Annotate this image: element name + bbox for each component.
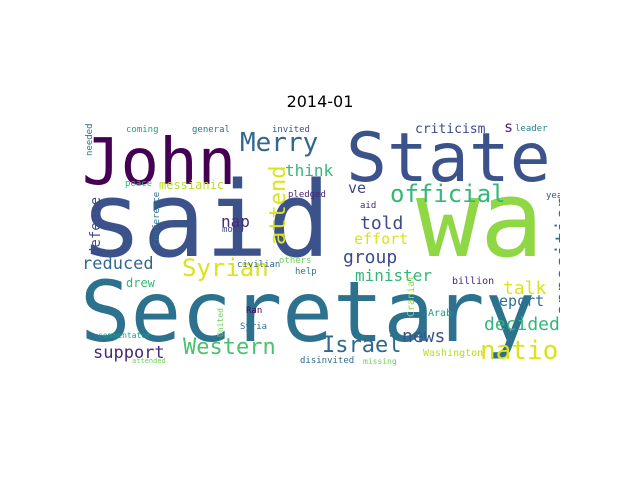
word-moon: moon <box>222 225 244 235</box>
word-peace: peace <box>125 179 152 189</box>
word-invited: invited <box>272 125 310 135</box>
word-state: State <box>346 119 551 198</box>
word-s: s <box>504 118 513 136</box>
word-nap: nap <box>221 212 250 231</box>
word-support: support <box>93 343 165 363</box>
word-reduced: reduced <box>82 254 154 274</box>
word-think: think <box>285 161 334 180</box>
word-cranial: Cranial <box>406 275 417 317</box>
word-attend: attend <box>266 166 291 245</box>
word-conference: conference <box>152 192 162 246</box>
word-billion: billion <box>452 276 494 287</box>
word-commentator: commentator <box>98 331 151 340</box>
word-general: general <box>192 125 230 135</box>
word-group: group <box>343 247 397 268</box>
word-decided: decided <box>484 314 560 335</box>
word-said: said <box>80 159 330 281</box>
word-effort: effort <box>354 230 408 248</box>
word-arab: Arab <box>428 308 452 319</box>
word-israel: Israel <box>322 333 401 358</box>
word-news: news <box>402 326 445 347</box>
word-merry: Merry <box>240 128 318 158</box>
word-nation: nation <box>480 336 560 366</box>
word-missing: missing <box>363 357 397 366</box>
word-drew: drew <box>126 276 156 290</box>
word-secretary: Secretary <box>80 263 535 361</box>
word-messianic: messianic <box>159 178 224 192</box>
word-year: year <box>546 191 560 201</box>
word-united: United <box>216 308 225 337</box>
chart-title: 2014-01 <box>286 92 354 111</box>
word-criticism: criticism <box>415 122 486 137</box>
word-ran: Ran <box>246 306 262 316</box>
word-talk: talk <box>503 278 547 299</box>
word-syria: Syria <box>240 322 267 332</box>
word-opposition: opposition <box>551 196 560 316</box>
word-ve: ve <box>348 179 366 197</box>
word-needed: needed <box>85 123 95 156</box>
word-leader: leader <box>515 124 548 134</box>
word-help: help <box>295 267 317 277</box>
word-disinvited: disinvited <box>300 356 354 366</box>
word-syrian: Syrian <box>182 254 269 282</box>
word-minister: minister <box>355 266 432 285</box>
word-pledged: pledged <box>288 190 326 200</box>
word-official: official <box>390 180 506 208</box>
word-attended: attended <box>132 357 166 365</box>
word-report: report <box>490 292 544 310</box>
word-john: John <box>82 126 236 200</box>
word-aid: aid <box>360 201 376 211</box>
word-western: Western <box>183 335 276 360</box>
word-told: told <box>360 213 403 234</box>
word-defense: defense <box>88 197 104 256</box>
word-wa: wa <box>416 158 544 281</box>
word-coming: coming <box>126 125 159 135</box>
word-civilian: civilian <box>237 260 280 270</box>
word-washington: Washington <box>423 348 483 359</box>
word-others: others <box>279 256 312 266</box>
